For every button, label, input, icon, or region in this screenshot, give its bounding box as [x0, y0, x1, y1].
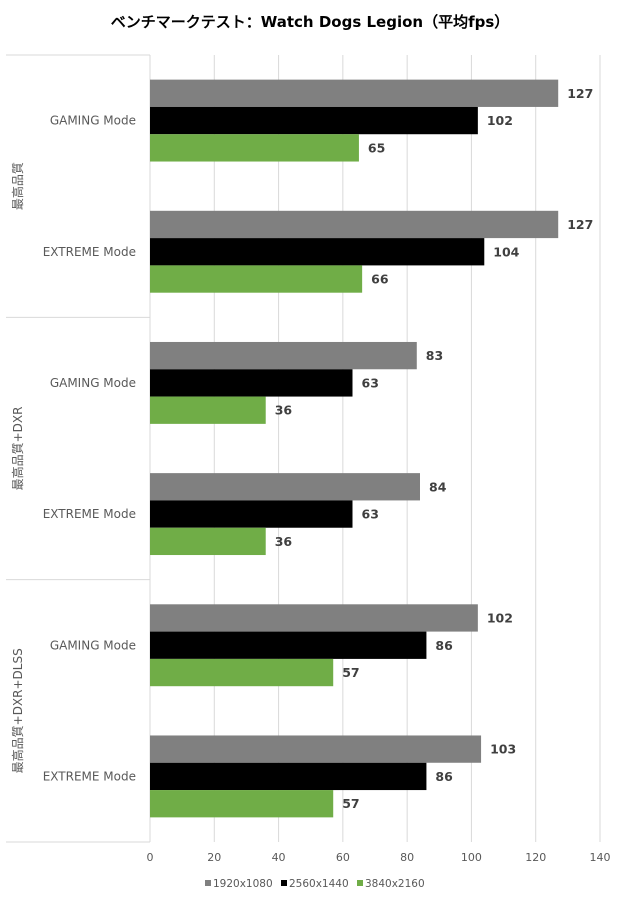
category-label: EXTREME Mode [43, 769, 136, 783]
bar-3840x2160 [150, 790, 334, 818]
legend: 1920x1080 2560x1440 3840x2160 [205, 878, 425, 890]
data-label: 86 [435, 638, 453, 653]
category-label: GAMING Mode [50, 376, 136, 390]
gridlines [213, 55, 601, 842]
data-label: 63 [362, 375, 379, 390]
data-label: 102 [487, 113, 513, 128]
data-label: 84 [429, 479, 447, 494]
group-label: 最高品質 [10, 162, 25, 210]
x-tick-label: 0 [147, 851, 154, 864]
legend-label: 3840x2160 [365, 878, 425, 890]
bar-3840x2160 [150, 527, 266, 556]
data-label: 66 [371, 272, 389, 287]
legend-swatch [281, 880, 287, 886]
x-tick-label: 100 [461, 851, 482, 864]
bar-1920x1080 [150, 473, 420, 501]
bar-1920x1080 [150, 604, 478, 632]
x-tick-labels: 0 20 40 60 80 100 120 140 [147, 851, 611, 864]
data-label: 127 [567, 217, 593, 232]
group-label: 最高品質+DXR [10, 407, 25, 491]
data-label: 104 [493, 244, 519, 259]
category-label: GAMING Mode [50, 114, 136, 128]
chart-title: ベンチマークテスト：Watch Dogs Legion（平均fps） [111, 13, 510, 31]
bar-2560x1440 [150, 106, 478, 135]
x-tick-label: 120 [525, 851, 546, 864]
category-label: EXTREME Mode [43, 245, 136, 259]
data-label: 57 [342, 796, 359, 811]
x-tick-label: 140 [590, 851, 611, 864]
legend-label: 2560x1440 [289, 878, 349, 890]
x-tick-label: 20 [207, 851, 221, 864]
x-tick-label: 60 [336, 851, 350, 864]
data-label: 36 [275, 534, 293, 549]
group-label: 最高品質+DXR+DLSS [10, 648, 25, 773]
data-labels: 127 102 65 127 104 66 83 63 36 84 63 36 102 86 57 103 86… [275, 86, 594, 811]
bar-3840x2160 [150, 134, 359, 162]
category-label: GAMING Mode [50, 638, 136, 652]
legend-label: 1920x1080 [213, 878, 273, 890]
data-label: 103 [490, 742, 516, 757]
category-axis-frame [6, 54, 151, 843]
data-label: 127 [567, 86, 593, 101]
bar-1920x1080 [150, 341, 417, 370]
bar-2560x1440 [150, 762, 427, 791]
bars [150, 79, 559, 818]
bar-3840x2160 [150, 658, 334, 687]
legend-swatch [205, 880, 211, 886]
x-tick-label: 80 [400, 851, 414, 864]
bar-2560x1440 [150, 631, 427, 659]
data-label: 86 [435, 769, 453, 784]
bar-3840x2160 [150, 265, 363, 293]
category-labels: 最高品質 GAMING Mode EXTREME Mode 最高品質+DXR GAMIN… [10, 114, 136, 784]
data-label: 36 [275, 403, 293, 418]
category-label: EXTREME Mode [43, 507, 136, 521]
bar-3840x2160 [150, 396, 266, 424]
bar-1920x1080 [150, 79, 559, 107]
legend-swatch [357, 880, 363, 886]
bar-1920x1080 [150, 735, 482, 763]
data-label: 83 [426, 348, 443, 363]
x-tick-label: 40 [272, 851, 286, 864]
bar-1920x1080 [150, 210, 559, 239]
bar-2560x1440 [150, 500, 353, 528]
data-label: 57 [342, 665, 359, 680]
data-label: 65 [368, 140, 385, 155]
data-label: 102 [487, 610, 513, 625]
bar-2560x1440 [150, 238, 485, 266]
bar-2560x1440 [150, 369, 353, 397]
data-label: 63 [362, 507, 379, 522]
